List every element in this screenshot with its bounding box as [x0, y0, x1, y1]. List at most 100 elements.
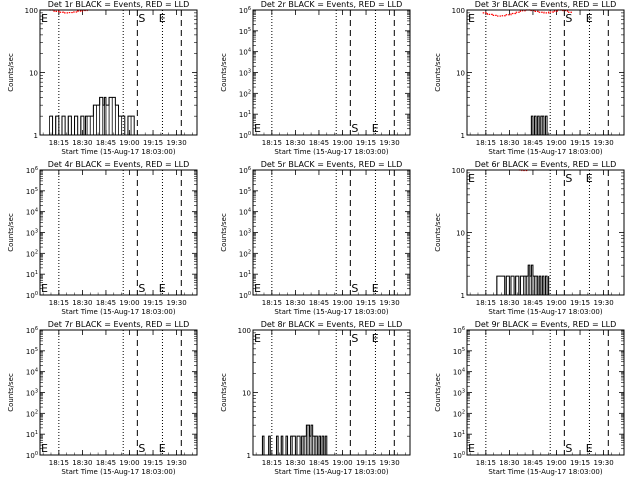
x-axis-label: Start Time (15-Aug-17 18:03:00): [488, 468, 602, 476]
y-tick-label: 104: [26, 208, 38, 217]
detector-panel-4: Det 4r BLACK = Events, RED = LLD 100 101 10…: [7, 160, 198, 316]
y-tick-label: 101: [26, 430, 38, 439]
left-marker-E: E: [41, 12, 48, 25]
end-marker-E: E: [159, 12, 166, 25]
x-tick-label: 18:45: [309, 459, 329, 467]
events-series-line: [260, 424, 328, 456]
detector-panel-9: Det 9r BLACK = Events, RED = LLD 100 101 10…: [434, 320, 625, 476]
start-marker-S: S: [138, 442, 145, 455]
left-marker-E: E: [254, 332, 261, 345]
panel-title: Det 9r BLACK = Events, RED = LLD: [475, 320, 617, 329]
x-tick-label: 19:00: [546, 299, 566, 307]
start-marker-S: S: [565, 12, 572, 25]
x-tick-label: 19:00: [546, 459, 566, 467]
y-axis-label: Counts/sec: [434, 53, 442, 92]
y-tick-label: 101: [26, 270, 38, 279]
plot-frame: [466, 329, 625, 456]
y-tick-label: 100: [238, 327, 251, 335]
start-marker-S: S: [565, 442, 572, 455]
start-marker-S: S: [565, 172, 572, 185]
left-marker-E: E: [468, 442, 475, 455]
y-tick-label: 102: [26, 249, 38, 258]
y-tick-label: 102: [239, 89, 251, 98]
y-tick-label: 106: [453, 326, 465, 335]
panel-title: Det 7r BLACK = Events, RED = LLD: [48, 320, 190, 329]
x-tick-label: 19:30: [379, 139, 399, 147]
end-marker-E: E: [586, 442, 593, 455]
detector-panel-3: Det 3r BLACK = Events, RED = LLD 1 10 100 18…: [434, 0, 625, 156]
left-marker-E: E: [254, 122, 261, 135]
x-tick-label: 18:30: [499, 299, 519, 307]
y-tick-label: 100: [25, 7, 38, 15]
x-tick-label: 18:15: [476, 459, 496, 467]
x-tick-label: 19:15: [570, 139, 590, 147]
y-axis-label: Counts/sec: [7, 373, 15, 412]
y-tick-label: 102: [26, 409, 38, 418]
y-tick-label: 103: [26, 389, 38, 398]
x-tick-label: 18:30: [285, 299, 305, 307]
x-tick-label: 19:15: [356, 299, 376, 307]
y-tick-label: 104: [26, 368, 38, 377]
y-tick-label: 100: [26, 291, 38, 300]
start-marker-S: S: [351, 282, 358, 295]
y-tick-label: 100: [452, 167, 465, 175]
x-tick-label: 19:00: [332, 139, 352, 147]
x-tick-label: 18:30: [499, 459, 519, 467]
x-tick-label: 18:45: [309, 299, 329, 307]
detector-panel-2: Det 2r BLACK = Events, RED = LLD 100 101 10…: [220, 0, 411, 156]
x-tick-label: 19:15: [143, 299, 163, 307]
y-tick-label: 103: [239, 229, 251, 238]
y-axis-label: Counts/sec: [220, 213, 228, 252]
x-tick-label: 18:30: [499, 139, 519, 147]
y-tick-label: 102: [239, 249, 251, 258]
panel-title: Det 5r BLACK = Events, RED = LLD: [261, 160, 403, 169]
x-tick-label: 19:30: [593, 299, 613, 307]
y-tick-label: 106: [239, 166, 251, 175]
detector-panel-5: Det 5r BLACK = Events, RED = LLD 100 101 10…: [220, 160, 411, 316]
y-tick-label: 106: [239, 6, 251, 15]
x-tick-label: 19:30: [379, 459, 399, 467]
y-axis-label: Counts/sec: [434, 213, 442, 252]
y-tick-label: 10: [456, 70, 465, 78]
x-tick-label: 18:45: [96, 459, 116, 467]
y-tick-label: 102: [453, 409, 465, 418]
lld-series-line: [49, 9, 88, 14]
x-tick-label: 18:15: [476, 299, 496, 307]
events-series-line: [495, 264, 550, 296]
start-marker-S: S: [138, 12, 145, 25]
x-tick-label: 19:00: [332, 299, 352, 307]
detector-panel-1: Det 1r BLACK = Events, RED = LLD 1 10 100 18…: [7, 0, 198, 156]
end-marker-E: E: [586, 172, 593, 185]
x-tick-label: 19:15: [570, 299, 590, 307]
x-tick-label: 19:00: [119, 459, 139, 467]
x-tick-label: 19:30: [593, 459, 613, 467]
end-marker-E: E: [159, 282, 166, 295]
end-marker-E: E: [372, 122, 379, 135]
x-tick-label: 18:30: [72, 139, 92, 147]
x-tick-label: 18:30: [285, 139, 305, 147]
y-tick-label: 104: [239, 48, 251, 57]
x-tick-label: 19:00: [119, 299, 139, 307]
y-tick-label: 103: [453, 389, 465, 398]
x-tick-label: 19:15: [143, 459, 163, 467]
y-tick-label: 10: [242, 390, 251, 398]
x-tick-label: 19:30: [166, 299, 186, 307]
plot-frame: [252, 329, 411, 456]
y-tick-label: 100: [239, 131, 251, 140]
x-tick-label: 18:15: [49, 459, 69, 467]
plot-frame: [39, 9, 198, 136]
y-tick-label: 103: [26, 229, 38, 238]
x-tick-label: 19:15: [143, 139, 163, 147]
x-axis-label: Start Time (15-Aug-17 18:03:00): [274, 468, 388, 476]
end-marker-E: E: [159, 442, 166, 455]
plot-frame: [466, 169, 625, 296]
x-tick-label: 19:00: [332, 459, 352, 467]
start-marker-S: S: [351, 122, 358, 135]
x-tick-label: 18:45: [309, 139, 329, 147]
x-tick-label: 18:15: [49, 139, 69, 147]
panel-title: Det 1r BLACK = Events, RED = LLD: [48, 0, 190, 9]
y-tick-label: 1: [34, 132, 38, 140]
y-tick-label: 1: [247, 452, 251, 460]
x-tick-label: 18:15: [262, 299, 282, 307]
panel-title: Det 6r BLACK = Events, RED = LLD: [475, 160, 617, 169]
